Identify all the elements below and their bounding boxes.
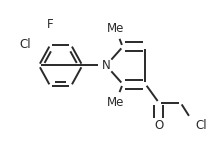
- Text: O: O: [154, 119, 163, 132]
- Text: F: F: [47, 18, 54, 31]
- Text: Cl: Cl: [195, 119, 207, 132]
- Text: Me: Me: [107, 96, 124, 109]
- Text: N: N: [102, 59, 110, 72]
- Text: Cl: Cl: [19, 38, 31, 51]
- Text: Me: Me: [107, 22, 124, 35]
